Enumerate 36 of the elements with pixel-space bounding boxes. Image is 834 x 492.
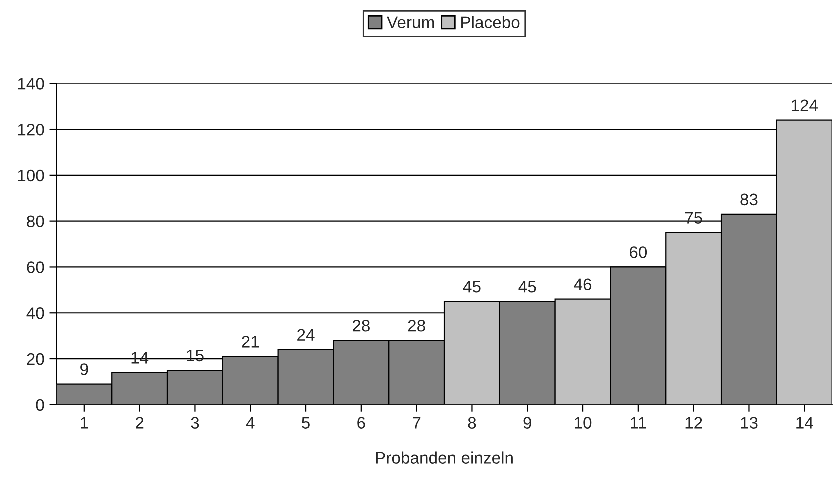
data-label: 45: [463, 281, 481, 293]
data-label: 21: [242, 336, 260, 348]
x-tick-label: 10: [575, 417, 592, 429]
x-tick-label: 2: [136, 417, 144, 429]
data-label: 83: [740, 194, 758, 206]
y-tick-label: 40: [26, 308, 44, 320]
data-label: 28: [352, 320, 370, 332]
data-label: 45: [518, 281, 536, 293]
y-tick-label: 100: [18, 170, 44, 182]
y-tick-label: 60: [27, 262, 44, 274]
x-tick-label: 4: [246, 417, 255, 429]
x-tick-label: 11: [631, 417, 646, 429]
x-tick-label: 1: [81, 417, 88, 429]
legend-label: Placebo: [462, 16, 520, 28]
x-tick-label: 9: [524, 417, 532, 429]
data-label: 60: [630, 246, 648, 258]
x-tick-label: 8: [468, 417, 476, 429]
data-label: 24: [298, 329, 315, 341]
x-tick-label: 3: [191, 417, 200, 429]
x-tick-label: 6: [358, 417, 366, 429]
x-tick-label: 7: [413, 417, 421, 429]
x-axis-title: Probanden einzeln: [376, 452, 513, 464]
data-label: 124: [792, 100, 818, 112]
y-tick-label: 20: [27, 353, 44, 366]
x-tick-label: 12: [686, 417, 702, 429]
y-tick-label: 120: [18, 124, 44, 136]
legend-label: Verum: [387, 16, 434, 28]
data-label: 28: [408, 320, 426, 332]
y-tick-label: 80: [27, 216, 44, 228]
x-tick-label: 14: [796, 417, 814, 429]
data-label: 9: [80, 364, 88, 376]
x-tick-label: 13: [741, 417, 758, 429]
y-tick-label: 0: [36, 399, 44, 412]
data-label: 46: [574, 278, 592, 291]
x-tick-label: 5: [302, 417, 310, 429]
y-tick-label: 140: [18, 78, 44, 90]
